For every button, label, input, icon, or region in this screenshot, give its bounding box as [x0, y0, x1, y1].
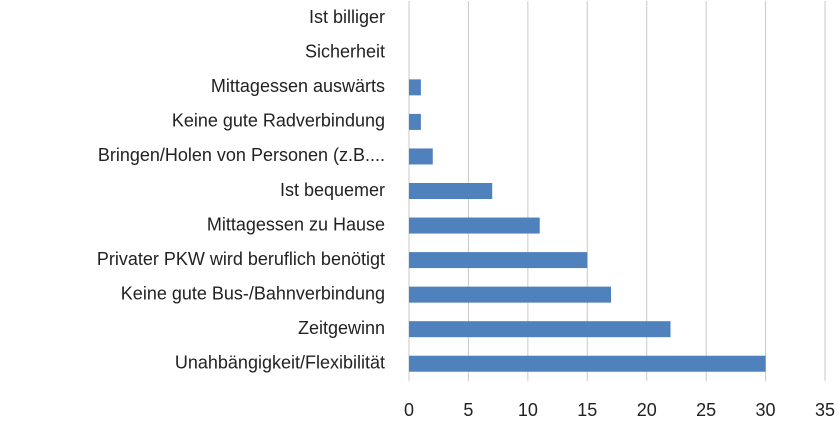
y-tick-label: Keine gute Radverbindung: [172, 111, 385, 131]
bar: [409, 217, 540, 234]
x-tick-label: 10: [518, 400, 538, 420]
bar: [409, 113, 421, 130]
y-tick-label: Keine gute Bus-/Bahnverbindung: [121, 283, 385, 303]
y-tick-label: Unahbängigkeit/Flexibilität: [175, 352, 385, 372]
y-tick-label: Privater PKW wird beruflich benötigt: [97, 249, 385, 269]
bar: [409, 148, 433, 165]
bar: [409, 79, 421, 96]
y-tick-label: Mittagessen zu Hause: [207, 214, 385, 234]
y-tick-label: Sicherheit: [305, 42, 385, 62]
y-tick-label: Zeitgewinn: [298, 318, 385, 338]
bar: [409, 286, 612, 303]
bar: [409, 252, 588, 269]
bar: [409, 355, 766, 372]
x-tick-label: 35: [815, 400, 835, 420]
x-tick-label: 30: [756, 400, 776, 420]
y-tick-label: Ist billiger: [309, 7, 385, 27]
y-tick-label: Mittagessen auswärts: [211, 76, 385, 96]
x-tick-label: 0: [404, 400, 414, 420]
bar: [409, 321, 671, 338]
x-tick-label: 20: [637, 400, 657, 420]
y-tick-label: Ist bequemer: [280, 180, 385, 200]
x-tick-label: 5: [463, 400, 473, 420]
y-tick-label: Bringen/Holen von Personen (z.B....: [98, 145, 385, 165]
x-tick-label: 25: [696, 400, 716, 420]
x-tick-label: 15: [577, 400, 597, 420]
bar: [409, 183, 493, 199]
